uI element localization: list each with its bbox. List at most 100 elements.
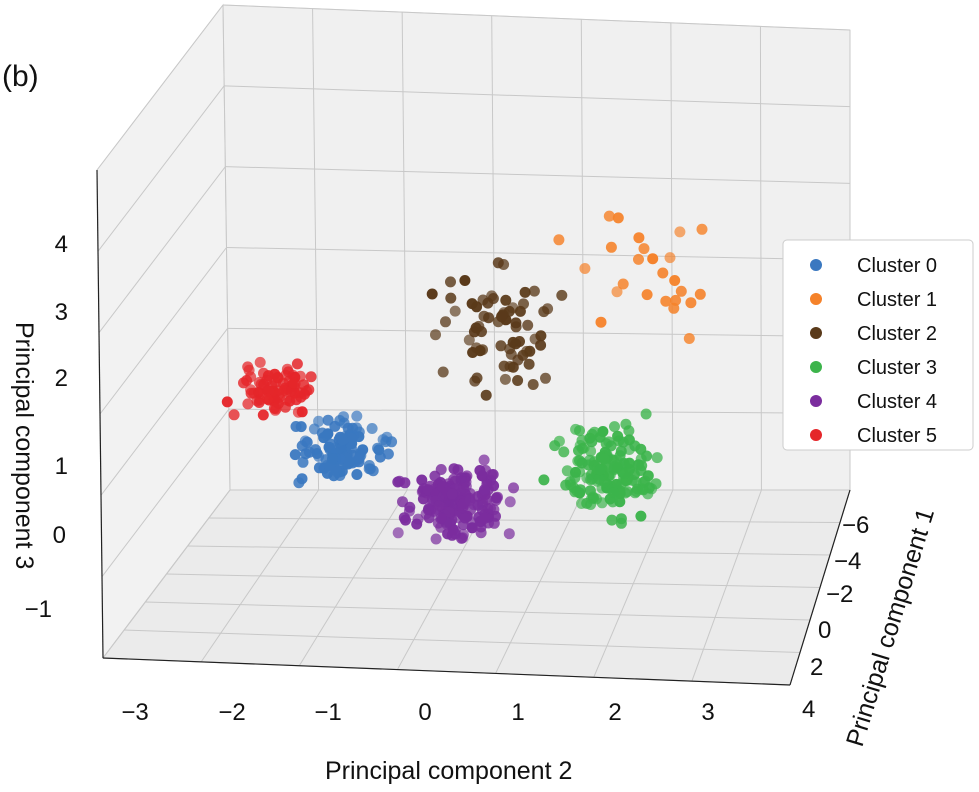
grid-line [100,328,229,496]
y-tick-label: −4 [834,548,861,575]
scatter-point [685,297,697,309]
scatter-point [335,443,347,455]
scatter-point [435,464,447,475]
scatter-point [445,276,456,288]
scatter-point [609,421,620,433]
scatter-points [221,210,708,545]
scatter-point [449,305,461,317]
scatter-point [457,529,469,541]
y-tick-label: −2 [826,581,853,608]
scatter-point [488,517,500,529]
scatter-point [337,434,349,446]
scatter-point [377,434,389,446]
scatter-point [508,482,519,494]
x-tick-label: −2 [218,699,245,726]
y-tick-label: 4 [802,696,815,723]
scatter-point [542,303,554,315]
scatter-point [651,452,663,464]
scatter-point [674,226,686,238]
scatter-point [430,533,442,545]
scatter-point [696,223,708,235]
legend-box [782,239,974,451]
scatter-point [480,389,492,401]
scatter-point [357,444,369,456]
scatter-point [603,436,615,448]
scatter-point [576,498,587,509]
scatter-point [321,429,333,441]
scatter-point [272,371,284,383]
grid-line [226,247,851,261]
scatter-point [669,275,681,286]
legend-marker [810,259,822,271]
scatter-point [474,465,486,476]
scatter-point [623,425,635,437]
scatter-point [221,396,233,408]
scatter-point [467,347,479,358]
scatter-point [255,378,267,390]
grid-line [101,408,230,577]
x-tick-label: −1 [314,699,341,726]
z-axis-label: Principal component 3 [10,322,38,569]
x-axis-line [102,657,791,686]
scatter-point [657,267,669,279]
scatter-point [464,494,476,506]
scatter-point [549,440,561,452]
scatter-point [522,319,534,331]
scatter-point [430,329,441,341]
grid-line [102,489,231,659]
scatter-point [558,446,570,458]
scatter-point [633,232,645,244]
scatter-point [366,423,378,434]
legend-marker [810,293,822,305]
scatter-point [343,457,355,468]
scatter-point [455,472,467,484]
scatter-point [478,454,490,466]
scatter-point [459,275,471,286]
scatter-point [610,478,622,490]
scatter-point [242,398,254,410]
scatter-point [282,366,294,378]
z-tick-label: −1 [25,596,52,623]
scatter-point [623,434,635,446]
scatter-point [299,388,310,400]
scatter-point [472,499,484,511]
scatter-point [433,500,445,512]
grid-line [228,408,851,414]
z-tick-label: 4 [55,231,68,258]
x-tick-label: 2 [608,699,621,726]
scatter-point [553,234,565,246]
y-tick-label: −6 [842,512,869,539]
scatter-point [647,253,659,265]
scatter-point [504,343,516,355]
scatter-point [486,469,498,481]
scatter-point [373,444,385,456]
scatter-point [459,512,471,524]
scatter-point [569,472,581,484]
scatter-point [297,456,309,468]
scatter-point [305,371,317,383]
scatter-point [463,334,475,346]
grid-line [187,545,831,556]
scatter-point [416,474,428,486]
x-tick-label: 1 [511,699,524,726]
y-tick-label: 2 [810,654,823,681]
scatter-point [633,253,644,265]
scatter-point [351,469,363,480]
grid-line [225,166,851,184]
scatter-point [694,288,706,300]
scatter-point [664,252,676,264]
z-tick-label: 2 [55,365,68,392]
scatter-point [622,458,634,470]
x-tick-label: 0 [418,699,431,726]
y-axis-line [789,489,851,686]
scatter-point [313,462,325,474]
scatter-point [338,411,349,423]
legend-label: Cluster 5 [857,425,937,447]
scatter-point [254,356,266,368]
scatter-point [448,463,460,475]
scatter-point [351,410,363,422]
scatter-point [386,436,398,448]
z-axis-line [96,169,104,659]
scatter-point [437,366,449,378]
